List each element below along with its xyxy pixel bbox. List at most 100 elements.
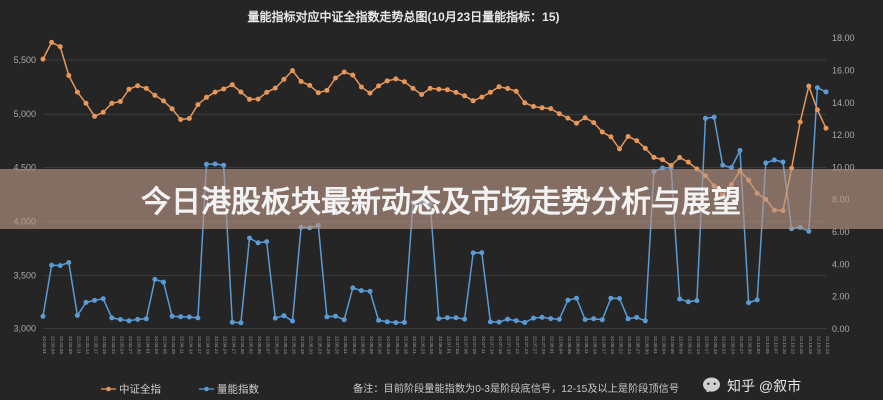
svg-text:22.04.01: 22.04.01 bbox=[145, 336, 150, 354]
svg-text:22.07.24: 22.07.24 bbox=[524, 336, 529, 354]
svg-text:22.05.05: 22.05.05 bbox=[257, 336, 262, 354]
svg-text:22.09.24: 22.09.24 bbox=[730, 336, 735, 354]
svg-text:22.03.24: 22.03.24 bbox=[119, 336, 124, 354]
svg-text:量能指数: 量能指数 bbox=[217, 382, 259, 395]
svg-text:22.07.14: 22.07.14 bbox=[489, 336, 494, 354]
svg-text:22.10.15: 22.10.15 bbox=[799, 336, 804, 354]
svg-text:3,500: 3,500 bbox=[13, 271, 36, 281]
svg-text:22.10.18: 22.10.18 bbox=[808, 336, 813, 354]
svg-text:22.05.20: 22.05.20 bbox=[309, 336, 314, 354]
svg-text:22.05.10: 22.05.10 bbox=[274, 336, 279, 354]
svg-text:22.04.19: 22.04.19 bbox=[206, 336, 211, 354]
svg-text:22.07.19: 22.07.19 bbox=[507, 336, 512, 354]
svg-text:22.10.02: 22.10.02 bbox=[756, 336, 761, 354]
svg-text:22.03.11: 22.03.11 bbox=[76, 336, 81, 354]
svg-text:22.05.23: 22.05.23 bbox=[317, 336, 322, 354]
svg-text:22.07.16: 22.07.16 bbox=[498, 336, 503, 354]
svg-text:22.04.04: 22.04.04 bbox=[154, 336, 159, 354]
svg-text:22.09.22: 22.09.22 bbox=[722, 336, 727, 354]
svg-text:22.07.06: 22.07.06 bbox=[464, 336, 469, 354]
svg-text:22.05.02: 22.05.02 bbox=[249, 336, 254, 354]
svg-text:22.06.10: 22.06.10 bbox=[378, 336, 383, 354]
svg-text:16.00: 16.00 bbox=[832, 66, 855, 76]
svg-text:22.06.15: 22.06.15 bbox=[395, 336, 400, 354]
svg-text:22.06.08: 22.06.08 bbox=[369, 336, 374, 354]
svg-text:2.00: 2.00 bbox=[832, 292, 850, 302]
svg-text:22.09.19: 22.09.19 bbox=[713, 336, 718, 354]
svg-text:22.08.06: 22.08.06 bbox=[567, 336, 572, 354]
svg-text:22.08.30: 22.08.30 bbox=[644, 336, 649, 354]
svg-text:22.03.09: 22.03.09 bbox=[68, 336, 73, 354]
svg-text:22.06.28: 22.06.28 bbox=[438, 336, 443, 354]
svg-text:5,000: 5,000 bbox=[13, 109, 36, 119]
svg-text:22.04.24: 22.04.24 bbox=[223, 336, 228, 354]
svg-text:22.07.11: 22.07.11 bbox=[481, 336, 486, 354]
svg-text:3,000: 3,000 bbox=[13, 323, 36, 333]
svg-text:22.10.13: 22.10.13 bbox=[791, 336, 796, 354]
svg-text:22.06.26: 22.06.26 bbox=[429, 336, 434, 354]
svg-text:22.06.02: 22.06.02 bbox=[352, 336, 357, 354]
svg-text:22.05.07: 22.05.07 bbox=[266, 336, 271, 354]
svg-text:22.08.22: 22.08.22 bbox=[619, 336, 624, 354]
svg-text:22.03.22: 22.03.22 bbox=[111, 336, 116, 354]
svg-text:22.09.01: 22.09.01 bbox=[653, 336, 658, 354]
svg-text:22.04.14: 22.04.14 bbox=[188, 336, 193, 354]
svg-text:22.04.30: 22.04.30 bbox=[240, 336, 245, 354]
svg-text:22.10.10: 22.10.10 bbox=[782, 336, 787, 354]
svg-text:22.03.19: 22.03.19 bbox=[102, 336, 107, 354]
svg-text:22.08.19: 22.08.19 bbox=[610, 336, 615, 354]
svg-text:22.05.13: 22.05.13 bbox=[283, 336, 288, 354]
svg-text:22.05.26: 22.05.26 bbox=[326, 336, 331, 354]
svg-text:22.08.14: 22.08.14 bbox=[593, 336, 598, 354]
svg-text:22.03.30: 22.03.30 bbox=[137, 336, 142, 354]
svg-text:22.08.11: 22.08.11 bbox=[584, 336, 589, 354]
svg-text:22.03.06: 22.03.06 bbox=[59, 336, 64, 354]
svg-text:22.09.14: 22.09.14 bbox=[696, 336, 701, 354]
svg-text:中证全指: 中证全指 bbox=[119, 382, 161, 395]
svg-text:22.06.13: 22.06.13 bbox=[386, 336, 391, 354]
svg-text:22.09.04: 22.09.04 bbox=[662, 336, 667, 354]
svg-text:22.09.06: 22.09.06 bbox=[670, 336, 675, 354]
svg-text:22.10.07: 22.10.07 bbox=[773, 336, 778, 354]
svg-text:22.08.17: 22.08.17 bbox=[601, 336, 606, 354]
svg-text:22.09.09: 22.09.09 bbox=[679, 336, 684, 354]
svg-text:22.05.28: 22.05.28 bbox=[335, 336, 340, 354]
svg-text:22.09.17: 22.09.17 bbox=[705, 336, 710, 354]
svg-text:22.07.22: 22.07.22 bbox=[515, 336, 520, 354]
svg-text:22.09.12: 22.09.12 bbox=[687, 336, 692, 354]
svg-text:22.10.05: 22.10.05 bbox=[765, 336, 770, 354]
svg-text:22.05.18: 22.05.18 bbox=[300, 336, 305, 354]
svg-text:22.08.04: 22.08.04 bbox=[558, 336, 563, 354]
svg-text:22.03.27: 22.03.27 bbox=[128, 336, 133, 354]
svg-text:22.05.31: 22.05.31 bbox=[343, 336, 348, 354]
svg-text:14.00: 14.00 bbox=[832, 98, 855, 108]
svg-text:22.07.09: 22.07.09 bbox=[472, 336, 477, 354]
svg-text:22.03.01: 22.03.01 bbox=[42, 336, 47, 354]
svg-text:22.05.15: 22.05.15 bbox=[292, 336, 297, 354]
svg-text:22.07.01: 22.07.01 bbox=[446, 336, 451, 354]
svg-text:22.04.17: 22.04.17 bbox=[197, 336, 202, 354]
svg-text:22.07.27: 22.07.27 bbox=[533, 336, 538, 354]
svg-text:18.00: 18.00 bbox=[832, 33, 855, 43]
svg-text:22.06.05: 22.06.05 bbox=[360, 336, 365, 354]
svg-text:22.06.18: 22.06.18 bbox=[403, 336, 408, 354]
svg-text:22.06.21: 22.06.21 bbox=[412, 336, 417, 354]
svg-text:22.03.04: 22.03.04 bbox=[51, 336, 56, 354]
svg-text:22.09.30: 22.09.30 bbox=[748, 336, 753, 354]
svg-text:22.08.09: 22.08.09 bbox=[576, 336, 581, 354]
svg-text:22.10.20: 22.10.20 bbox=[816, 336, 821, 354]
svg-text:22.04.22: 22.04.22 bbox=[214, 336, 219, 354]
svg-text:22.03.17: 22.03.17 bbox=[94, 336, 99, 354]
svg-text:22.04.06: 22.04.06 bbox=[163, 336, 168, 354]
svg-text:22.04.09: 22.04.09 bbox=[171, 336, 176, 354]
svg-text:5,500: 5,500 bbox=[13, 55, 36, 65]
svg-text:22.04.11: 22.04.11 bbox=[180, 336, 185, 354]
svg-text:22.09.27: 22.09.27 bbox=[739, 336, 744, 354]
svg-text:12.00: 12.00 bbox=[832, 130, 855, 140]
svg-text:0.00: 0.00 bbox=[832, 324, 850, 334]
svg-text:22.06.23: 22.06.23 bbox=[421, 336, 426, 354]
svg-text:22.07.03: 22.07.03 bbox=[455, 336, 460, 354]
svg-text:4.00: 4.00 bbox=[832, 259, 850, 269]
svg-text:22.04.27: 22.04.27 bbox=[231, 336, 236, 354]
svg-text:22.10.23: 22.10.23 bbox=[825, 336, 830, 354]
